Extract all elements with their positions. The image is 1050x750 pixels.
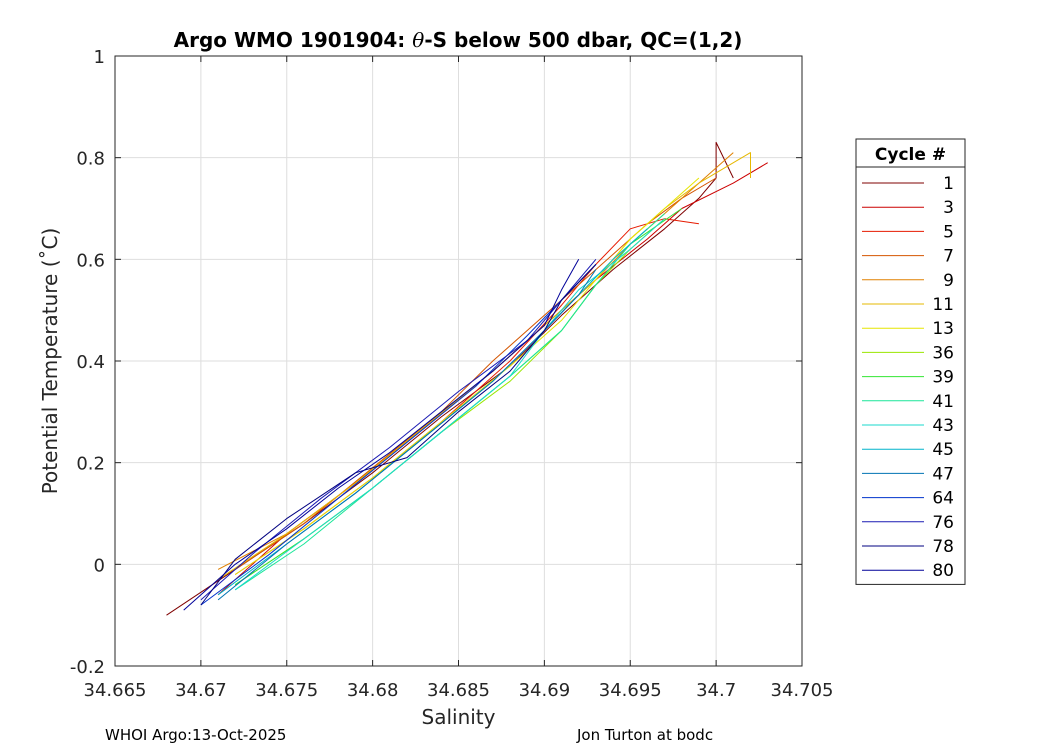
legend-label-cycle-13: 13: [932, 319, 954, 339]
series-line-cycle-64: [200, 264, 597, 606]
legend-label-cycle-47: 47: [932, 464, 954, 484]
legend-title: Cycle #: [875, 145, 946, 165]
series-line-cycle-11: [217, 152, 751, 581]
series-line-cycle-43: [234, 218, 665, 591]
y-tick-label: 0.6: [76, 250, 105, 271]
legend-label-cycle-36: 36: [932, 343, 954, 363]
legend-label-cycle-64: 64: [932, 489, 954, 509]
series-lines: [166, 141, 768, 616]
x-tick-label: 34.695: [599, 680, 662, 701]
x-tick-label: 34.665: [84, 680, 147, 701]
x-axis-label: Salinity: [422, 705, 496, 729]
chart-title: Argo WMO 1901904: θ-S below 500 dbar, QC…: [174, 28, 743, 52]
footer-right: Jon Turton at bodc: [577, 726, 714, 744]
legend-label-cycle-41: 41: [932, 392, 954, 412]
y-axis-ticks: -0.2 0 0.2 0.4 0.6 0.8 1: [70, 47, 802, 678]
chart-title-theta: θ: [412, 28, 424, 52]
series-line-cycle-76: [200, 258, 597, 601]
series-line-cycle-47: [217, 269, 597, 601]
legend-label-cycle-5: 5: [943, 222, 954, 242]
legend-box: [855, 138, 966, 585]
x-tick-label: 34.7: [696, 680, 736, 701]
legend-label-cycle-43: 43: [932, 416, 954, 436]
legend-label-cycle-3: 3: [943, 198, 954, 218]
y-tick-label: -0.2: [70, 657, 105, 678]
series-line-cycle-80: [183, 259, 580, 611]
footer-left: WHOI Argo:13-Oct-2025: [105, 726, 287, 744]
legend-label-cycle-11: 11: [932, 295, 954, 315]
series-line-cycle-78: [200, 264, 597, 606]
x-axis-ticks: 34.665 34.67 34.675 34.68 34.685 34.69 34.695 3…: [84, 56, 834, 701]
x-tick-label: 34.675: [255, 680, 318, 701]
y-axis-label: Potential Temperature (˚C): [38, 228, 62, 495]
series-line-cycle-1: [166, 141, 734, 616]
x-tick-label: 34.67: [175, 680, 227, 701]
x-tick-label: 34.69: [519, 680, 571, 701]
chart-title-prefix: Argo WMO 1901904:: [174, 28, 413, 52]
legend-label-cycle-1: 1: [943, 174, 954, 194]
legend-label-cycle-39: 39: [932, 368, 954, 388]
y-tick-label: 0: [94, 555, 105, 576]
series-line-cycle-5: [234, 218, 699, 575]
series-line-cycle-7: [234, 177, 717, 570]
series-line-cycle-45: [217, 228, 648, 596]
series-line-cycle-13: [234, 177, 700, 575]
y-tick-label: 1: [94, 47, 105, 68]
legend-label-cycle-45: 45: [932, 440, 954, 460]
grid-lines: [115, 56, 802, 666]
chart-title-suffix: -S below 500 dbar, QC=(1,2): [424, 28, 742, 52]
x-tick-label: 34.68: [347, 680, 399, 701]
x-tick-label: 34.705: [771, 680, 834, 701]
series-line-cycle-41: [234, 213, 665, 591]
x-tick-label: 34.685: [427, 680, 490, 701]
y-tick-label: 0.2: [76, 454, 105, 475]
legend-label-cycle-7: 7: [943, 247, 954, 267]
legend-label-cycle-9: 9: [943, 271, 954, 291]
legend-label-cycle-78: 78: [932, 537, 954, 557]
y-tick-label: 0.4: [76, 352, 105, 373]
legend-label-cycle-80: 80: [932, 561, 954, 581]
legend-label-cycle-76: 76: [932, 513, 954, 533]
y-tick-label: 0.8: [76, 149, 105, 170]
